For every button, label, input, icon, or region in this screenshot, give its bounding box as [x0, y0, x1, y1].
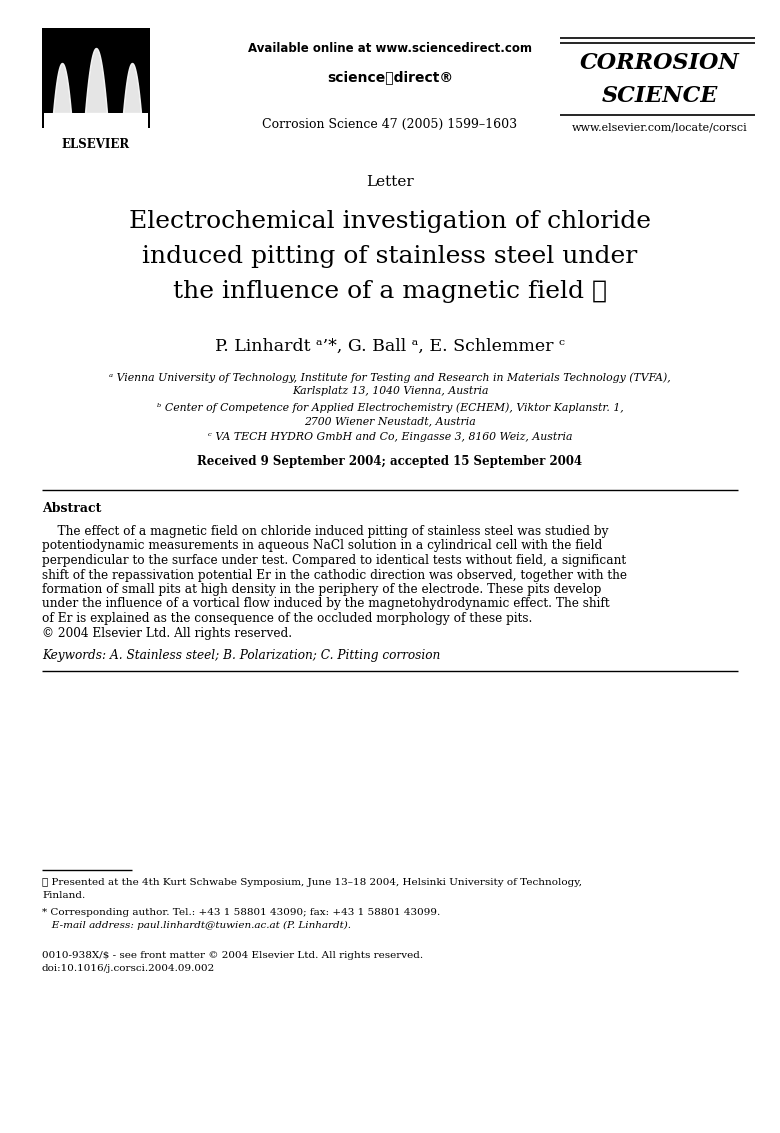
Text: Finland.: Finland.	[42, 891, 85, 900]
Text: 2700 Wiener Neustadt, Austria: 2700 Wiener Neustadt, Austria	[304, 416, 476, 426]
Text: www.elsevier.com/locate/corsci: www.elsevier.com/locate/corsci	[572, 122, 748, 133]
Text: © 2004 Elsevier Ltd. All rights reserved.: © 2004 Elsevier Ltd. All rights reserved…	[42, 627, 292, 639]
Text: ᵇ Center of Competence for Applied Electrochemistry (ECHEM), Viktor Kaplanstr. 1: ᵇ Center of Competence for Applied Elect…	[157, 402, 623, 412]
Text: 0010-938X/$ - see front matter © 2004 Elsevier Ltd. All rights reserved.: 0010-938X/$ - see front matter © 2004 El…	[42, 951, 423, 960]
Text: potentiodynamic measurements in aqueous NaCl solution in a cylindrical cell with: potentiodynamic measurements in aqueous …	[42, 539, 602, 553]
Text: ELSEVIER: ELSEVIER	[62, 138, 130, 151]
Text: Corrosion Science 47 (2005) 1599–1603: Corrosion Science 47 (2005) 1599–1603	[262, 118, 518, 131]
Text: doi:10.1016/j.corsci.2004.09.002: doi:10.1016/j.corsci.2004.09.002	[42, 964, 215, 973]
Text: the influence of a magnetic field ☆: the influence of a magnetic field ☆	[173, 280, 607, 303]
Text: Keywords: A. Stainless steel; B. Polarization; C. Pitting corrosion: Keywords: A. Stainless steel; B. Polariz…	[42, 649, 440, 662]
Text: under the influence of a vortical flow induced by the magnetohydrodynamic effect: under the influence of a vortical flow i…	[42, 597, 610, 611]
Text: perpendicular to the surface under test. Compared to identical tests without fie: perpendicular to the surface under test.…	[42, 554, 626, 566]
Bar	[42, 28, 150, 128]
Text: SCIENCE: SCIENCE	[602, 85, 718, 107]
Text: E-mail address: paul.linhardt@tuwien.ac.at (P. Linhardt).: E-mail address: paul.linhardt@tuwien.ac.…	[42, 921, 351, 930]
Text: induced pitting of stainless steel under: induced pitting of stainless steel under	[143, 245, 637, 269]
Text: Available online at www.sciencedirect.com: Available online at www.sciencedirect.co…	[248, 42, 532, 56]
Text: formation of small pits at high density in the periphery of the electrode. These: formation of small pits at high density …	[42, 583, 601, 596]
Text: Letter: Letter	[366, 174, 414, 189]
Text: * Corresponding author. Tel.: +43 1 58801 43090; fax: +43 1 58801 43099.: * Corresponding author. Tel.: +43 1 5880…	[42, 908, 440, 917]
Text: Abstract: Abstract	[42, 502, 101, 516]
Text: ★ Presented at the 4th Kurt Schwabe Symposium, June 13–18 2004, Helsinki Univers: ★ Presented at the 4th Kurt Schwabe Symp…	[42, 878, 582, 887]
Text: Received 9 September 2004; accepted 15 September 2004: Received 9 September 2004; accepted 15 S…	[197, 455, 583, 468]
Text: The effect of a magnetic field on chloride induced pitting of stainless steel wa: The effect of a magnetic field on chlori…	[42, 525, 608, 538]
Text: Karlsplatz 13, 1040 Vienna, Austria: Karlsplatz 13, 1040 Vienna, Austria	[292, 386, 488, 397]
Text: ᶜ VA TECH HYDRO GmbH and Co, Eingasse 3, 8160 Weiz, Austria: ᶜ VA TECH HYDRO GmbH and Co, Eingasse 3,…	[207, 432, 573, 442]
Text: shift of the repassivation potential Er in the cathodic direction was observed, : shift of the repassivation potential Er …	[42, 569, 627, 581]
Text: scienceⓓdirect®: scienceⓓdirect®	[327, 70, 453, 84]
Text: P. Linhardt ᵃ’*, G. Ball ᵃ, E. Schlemmer ᶜ: P. Linhardt ᵃ’*, G. Ball ᵃ, E. Schlemmer…	[215, 338, 565, 355]
Text: Electrochemical investigation of chloride: Electrochemical investigation of chlorid…	[129, 210, 651, 233]
Text: of Er is explained as the consequence of the occluded morphology of these pits.: of Er is explained as the consequence of…	[42, 612, 533, 625]
Text: CORROSION: CORROSION	[580, 52, 740, 74]
Text: ᵃ Vienna University of Technology, Institute for Testing and Research in Materia: ᵃ Vienna University of Technology, Insti…	[109, 372, 671, 383]
Bar	[44, 113, 148, 128]
